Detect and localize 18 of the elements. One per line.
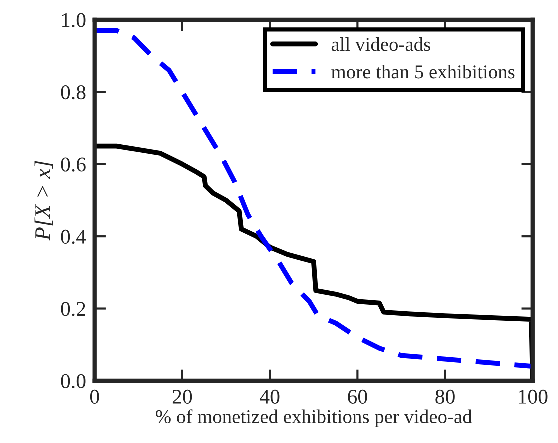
x-tick-label: 20: [172, 390, 192, 404]
line-series: [94, 28, 533, 369]
y-axis-title: P[X > x]: [34, 161, 54, 241]
line-series: [94, 144, 533, 381]
x-axis-title: % of monetized exhibitions per video-ad: [156, 410, 472, 428]
x-tick-label: 40: [260, 390, 280, 404]
y-tick-label: 1.0: [62, 13, 86, 28]
x-tick-label: 0: [90, 390, 100, 404]
legend-label: all video-ads: [332, 38, 430, 52]
y-tick-label: 0.0: [61, 374, 86, 389]
legend-label: more than 5 exhibitions: [332, 65, 515, 79]
y-tick-label: 0.8: [61, 86, 86, 100]
y-tick-label: 0.4: [61, 230, 86, 244]
x-tick-label: 100: [519, 390, 548, 404]
x-tick-label: 80: [436, 390, 455, 404]
y-tick-label: 0.6: [61, 158, 86, 172]
y-tick-label: 0.2: [61, 302, 86, 316]
x-tick-label: 60: [348, 390, 368, 404]
